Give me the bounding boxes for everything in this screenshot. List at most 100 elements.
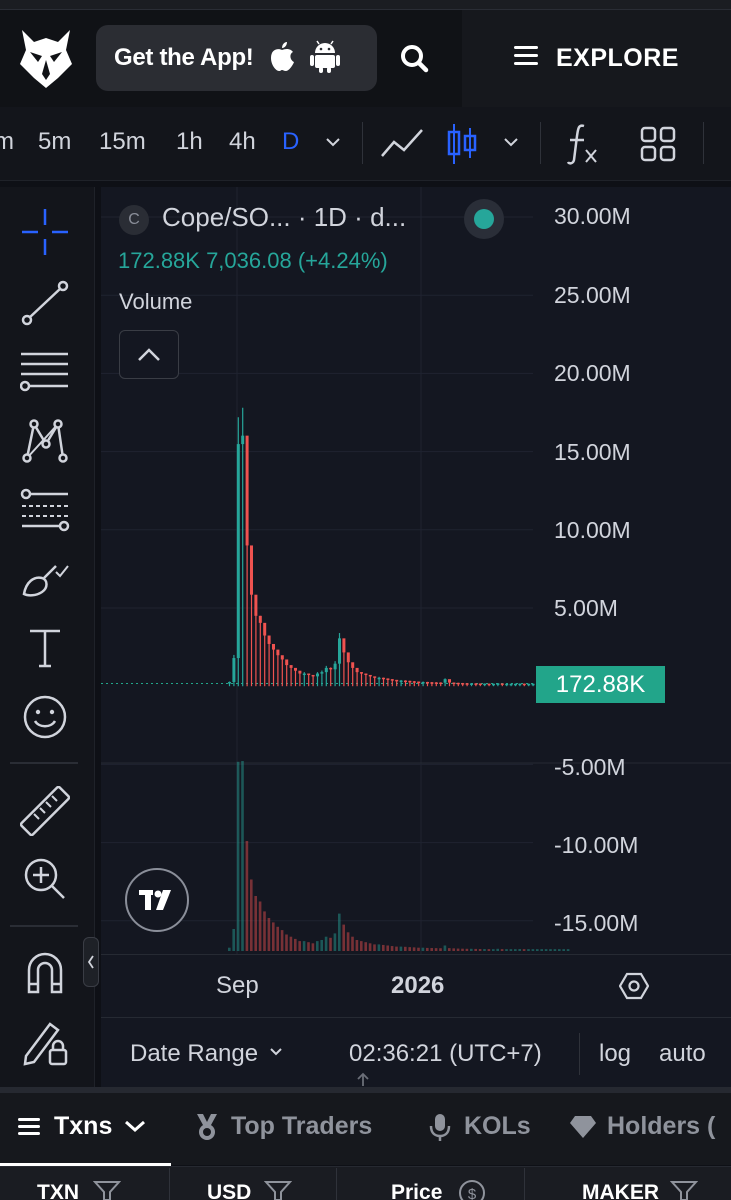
owl-logo-icon[interactable] [18, 28, 74, 90]
active-tab-indicator [0, 1163, 171, 1166]
indicator-label-volume[interactable]: Volume [119, 289, 193, 314]
volume-histogram-bar [232, 929, 235, 951]
volume-bar [518, 683, 522, 686]
volume-histogram-bar [228, 947, 231, 951]
lock-drawing-icon[interactable] [20, 1018, 70, 1068]
volume-histogram-bar [338, 913, 341, 951]
price-tick: -5.00M [554, 754, 626, 780]
volume-histogram-bar [500, 949, 504, 951]
column-header-maker[interactable]: MAKER [582, 1181, 659, 1200]
timeframe-1d[interactable]: D [282, 128, 300, 155]
text-tool-icon[interactable] [20, 624, 70, 674]
get-app-button[interactable]: Get the App! [96, 25, 377, 91]
collapse-legend-button[interactable] [119, 330, 179, 379]
volume-bar [373, 676, 377, 678]
volume-histogram-bar [316, 941, 319, 951]
timeframe-minute[interactable]: m [0, 128, 14, 155]
time-tick: Sep [216, 972, 259, 999]
timeframe-4h[interactable]: 4h [229, 128, 256, 155]
volume-histogram-bar [558, 949, 561, 951]
filter-icon[interactable] [92, 1180, 122, 1200]
tab-holders[interactable]: Holders ( [607, 1112, 716, 1140]
volume-histogram-bar [518, 949, 521, 951]
column-header-usd[interactable]: USD [207, 1181, 252, 1200]
volume-histogram-bar [412, 947, 416, 951]
log-scale-toggle[interactable]: log [599, 1040, 632, 1067]
volume-histogram-bar [245, 841, 249, 951]
filter-icon[interactable] [263, 1180, 293, 1200]
tab-kols[interactable]: KOLs [464, 1112, 531, 1140]
volume-histogram-bar [421, 947, 425, 951]
column-header-txn[interactable]: TXN [37, 1181, 79, 1200]
volume-bar [289, 665, 293, 668]
auto-scale-toggle[interactable]: auto [659, 1040, 706, 1067]
chart-type-chevron-down-icon[interactable] [500, 133, 522, 156]
currency-toggle-icon[interactable]: $ [457, 1179, 487, 1200]
table-header [0, 1166, 731, 1200]
volume-bar [492, 683, 495, 686]
column-divider [169, 1168, 170, 1200]
search-icon[interactable] [392, 36, 438, 82]
tradingview-logo-icon[interactable] [125, 868, 189, 932]
indicators-fx-icon[interactable] [566, 122, 602, 171]
timeframe-1h[interactable]: 1h [176, 128, 203, 155]
horizontal-lines-icon[interactable] [19, 348, 70, 398]
layout-grid-icon[interactable] [640, 126, 676, 167]
collapse-sidebar-handle[interactable] [83, 937, 99, 987]
tab-chevron-down-icon[interactable] [122, 1116, 148, 1141]
line-chart-icon[interactable] [380, 126, 424, 167]
column-header-price[interactable]: Price [391, 1181, 443, 1200]
panel-resize-handle[interactable] [0, 1087, 731, 1093]
microphone-icon [428, 1112, 452, 1147]
timeframe-15m[interactable]: 15m [99, 128, 146, 155]
chart-bottom-bar [101, 1017, 731, 1087]
brush-icon[interactable] [20, 556, 70, 606]
timeframe-5m[interactable]: 5m [38, 128, 72, 155]
tab-txns[interactable]: Txns [54, 1112, 113, 1140]
crosshair-icon[interactable] [20, 207, 70, 257]
volume-bar [452, 682, 456, 685]
pattern-icon[interactable] [20, 416, 70, 466]
price-tick: 20.00M [554, 360, 631, 386]
volume-bar [522, 683, 526, 686]
volume-histogram-bar [540, 949, 543, 951]
trend-line-icon[interactable] [20, 278, 70, 328]
volume-bar [302, 673, 306, 676]
volume-histogram-bar [465, 948, 469, 951]
timezone-clock[interactable]: 02:36:21 (UTC+7) [349, 1040, 542, 1067]
volume-bar [241, 435, 245, 445]
legend-title[interactable]: Cope/SO... · 1D · d... [162, 202, 407, 232]
chart-toolbar [0, 107, 731, 181]
volume-bar [276, 649, 280, 656]
volume-bar [412, 681, 416, 683]
fib-retracement-icon[interactable] [20, 486, 70, 536]
volume-histogram-bar [302, 941, 306, 951]
volume-bar [470, 683, 473, 685]
chart-pane[interactable] [101, 187, 731, 954]
volume-bar [228, 681, 231, 684]
zoom-in-icon[interactable] [20, 854, 70, 904]
volume-bar [355, 667, 359, 673]
magnet-icon[interactable] [20, 948, 70, 998]
date-range-label: Date Range [130, 1040, 259, 1067]
ruler-icon[interactable] [19, 785, 71, 837]
volume-bar [267, 635, 271, 644]
filter-icon[interactable] [669, 1180, 699, 1200]
tab-top-traders[interactable]: Top Traders [231, 1112, 373, 1140]
volume-histogram-bar [549, 949, 552, 951]
timeframe-chevron-down-icon[interactable] [322, 133, 344, 156]
volume-histogram-bar [386, 945, 389, 951]
volume-histogram-bar [478, 949, 482, 951]
emoji-icon[interactable] [20, 692, 70, 742]
date-range-dropdown[interactable]: Date Range [130, 1040, 287, 1068]
time-axis[interactable] [101, 954, 731, 1017]
volume-bar [500, 683, 504, 685]
volume-bar [408, 680, 412, 683]
volume-histogram-bar [417, 947, 420, 951]
volume-histogram-bar [373, 944, 376, 951]
volume-bar [505, 683, 509, 686]
candlestick-icon[interactable] [446, 122, 478, 171]
explore-button[interactable]: EXPLORE [462, 10, 731, 107]
volume-bar [298, 670, 302, 674]
chart-settings-icon[interactable] [618, 971, 650, 1001]
